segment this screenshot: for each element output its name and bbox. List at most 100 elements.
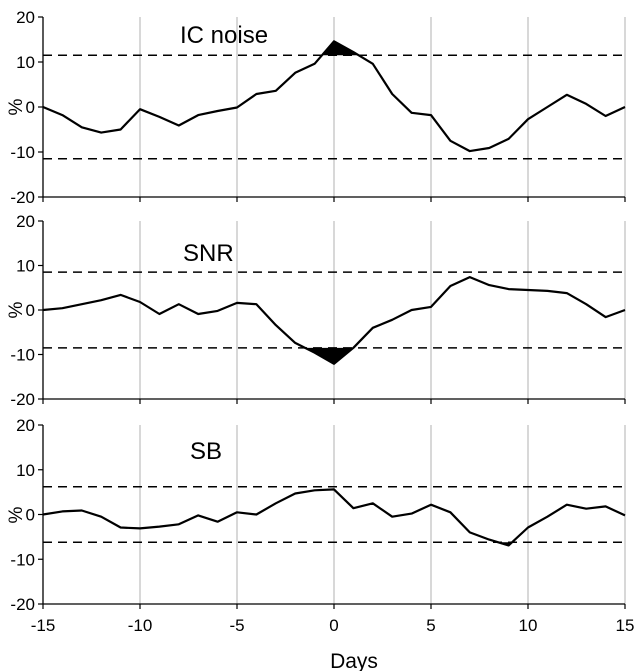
data-point (566, 504, 568, 506)
data-point (527, 118, 529, 120)
data-point (120, 128, 122, 130)
data-point (294, 492, 296, 494)
data-point (449, 285, 451, 287)
data-point (255, 93, 257, 95)
data-point (139, 108, 141, 110)
data-point (391, 93, 393, 95)
y-tick-label: 10 (16, 257, 35, 276)
y-tick-label: 20 (16, 416, 35, 435)
data-point (120, 294, 122, 296)
y-axis-label: % (6, 506, 27, 523)
data-point (294, 72, 296, 74)
data-point (100, 132, 102, 134)
data-point (527, 526, 529, 528)
y-tick-label: -20 (10, 595, 35, 614)
threshold-excursion-fill (306, 347, 354, 364)
data-point (333, 40, 335, 42)
data-point (585, 508, 587, 510)
data-point (585, 103, 587, 105)
data-point (236, 302, 238, 304)
data-point (469, 150, 471, 152)
y-tick-label: -10 (10, 550, 35, 569)
data-point (42, 309, 44, 311)
data-point (372, 502, 374, 504)
data-point (624, 309, 626, 311)
data-point (178, 523, 180, 525)
data-point (411, 513, 413, 515)
y-tick-label: -20 (10, 188, 35, 207)
y-tick-label: -10 (10, 143, 35, 162)
data-point (488, 538, 490, 540)
y-axis-label: % (6, 98, 27, 115)
data-point (61, 510, 63, 512)
data-point (372, 327, 374, 329)
data-point (333, 363, 335, 365)
data-point (100, 299, 102, 301)
data-point (430, 504, 432, 506)
data-point (197, 114, 199, 116)
data-point (81, 303, 83, 305)
data-point (217, 521, 219, 523)
y-tick-label: -10 (10, 346, 35, 365)
data-point (236, 511, 238, 513)
data-point (314, 63, 316, 65)
data-point (139, 527, 141, 529)
data-point (469, 276, 471, 278)
data-point (139, 301, 141, 303)
y-tick-label: 0 (26, 301, 35, 320)
x-tick-label: 10 (519, 616, 538, 635)
series-line (42, 488, 626, 547)
data-point (508, 138, 510, 140)
x-tick-label: 5 (426, 616, 435, 635)
y-tick-label: 10 (16, 53, 35, 72)
panel-title: SNR (183, 240, 234, 267)
x-tick-label: 0 (329, 616, 338, 635)
data-point (605, 505, 607, 507)
data-point (527, 289, 529, 291)
data-point (430, 306, 432, 308)
data-point (605, 316, 607, 318)
y-tick-label: 20 (16, 212, 35, 231)
data-point (605, 115, 607, 117)
panel-title: SB (190, 438, 222, 465)
data-point (352, 51, 354, 53)
data-point (352, 507, 354, 509)
chart-panel: -20 -10 0 10 20% IC noise (6, 8, 626, 207)
y-tick-label: 20 (16, 8, 35, 27)
data-point (178, 303, 180, 305)
data-point (488, 284, 490, 286)
data-point (314, 352, 316, 354)
data-point (120, 526, 122, 528)
y-tick-label: -20 (10, 390, 35, 409)
x-tick-label: -5 (229, 616, 244, 635)
data-point (391, 516, 393, 518)
data-point (430, 114, 432, 116)
data-point (197, 313, 199, 315)
data-point (255, 513, 257, 515)
data-point (197, 514, 199, 516)
data-point (61, 307, 63, 309)
data-point (333, 488, 335, 490)
data-point (158, 116, 160, 118)
data-point (372, 63, 374, 65)
data-point (42, 513, 44, 515)
data-point (411, 112, 413, 114)
x-axis-label: Days (330, 650, 378, 671)
y-axis-label: % (6, 301, 27, 318)
data-point (294, 342, 296, 344)
data-point (546, 516, 548, 518)
data-point (255, 303, 257, 305)
data-point (275, 90, 277, 92)
data-point (158, 525, 160, 527)
data-point (546, 106, 548, 108)
data-point (61, 114, 63, 116)
data-point (449, 140, 451, 142)
data-point (566, 94, 568, 96)
series-line (42, 276, 626, 365)
data-point (158, 313, 160, 315)
data-point (275, 324, 277, 326)
data-point (217, 110, 219, 112)
data-point (546, 290, 548, 292)
data-point (275, 502, 277, 504)
